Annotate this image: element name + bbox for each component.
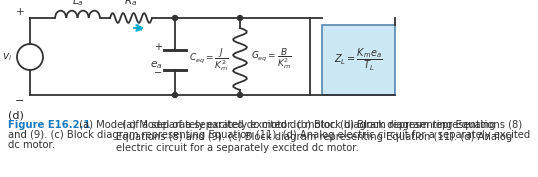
Text: (a) Model of a separately excited dc motor. (b) Block diagram representing Equat: (a) Model of a separately excited dc mot… [116, 120, 513, 153]
Circle shape [173, 16, 178, 21]
Text: $R_a$: $R_a$ [124, 0, 138, 8]
Text: (a) Model of a separately excited dc motor. (b) Block diagram representing Equat: (a) Model of a separately excited dc mot… [76, 120, 522, 130]
Text: $G_{eq}=\dfrac{B}{K_m^2}$: $G_{eq}=\dfrac{B}{K_m^2}$ [251, 47, 292, 71]
Text: $v_i$: $v_i$ [2, 51, 12, 63]
Text: and (9). (c) Block diagram representing Equation (11). (d) Analog electric circu: and (9). (c) Block diagram representing … [8, 130, 530, 140]
Text: dc motor.: dc motor. [8, 140, 55, 150]
Text: +: + [16, 7, 24, 17]
Text: $C_{eq}=\dfrac{J}{K_m^2}$: $C_{eq}=\dfrac{J}{K_m^2}$ [189, 47, 229, 73]
Circle shape [237, 93, 243, 98]
Text: +: + [154, 42, 162, 52]
Circle shape [173, 93, 178, 98]
Text: −: − [15, 96, 25, 106]
Text: −: − [154, 68, 162, 78]
Text: Figure E16.2.1: Figure E16.2.1 [8, 120, 90, 130]
Text: (d): (d) [8, 110, 24, 120]
Text: $L_a$: $L_a$ [72, 0, 83, 8]
FancyBboxPatch shape [322, 25, 395, 95]
Circle shape [237, 16, 243, 21]
Text: $e_a$: $e_a$ [150, 59, 162, 71]
Text: $i_a$: $i_a$ [134, 20, 144, 34]
Text: $Z_L=\dfrac{K_m e_a}{T_L}$: $Z_L=\dfrac{K_m e_a}{T_L}$ [334, 47, 383, 73]
